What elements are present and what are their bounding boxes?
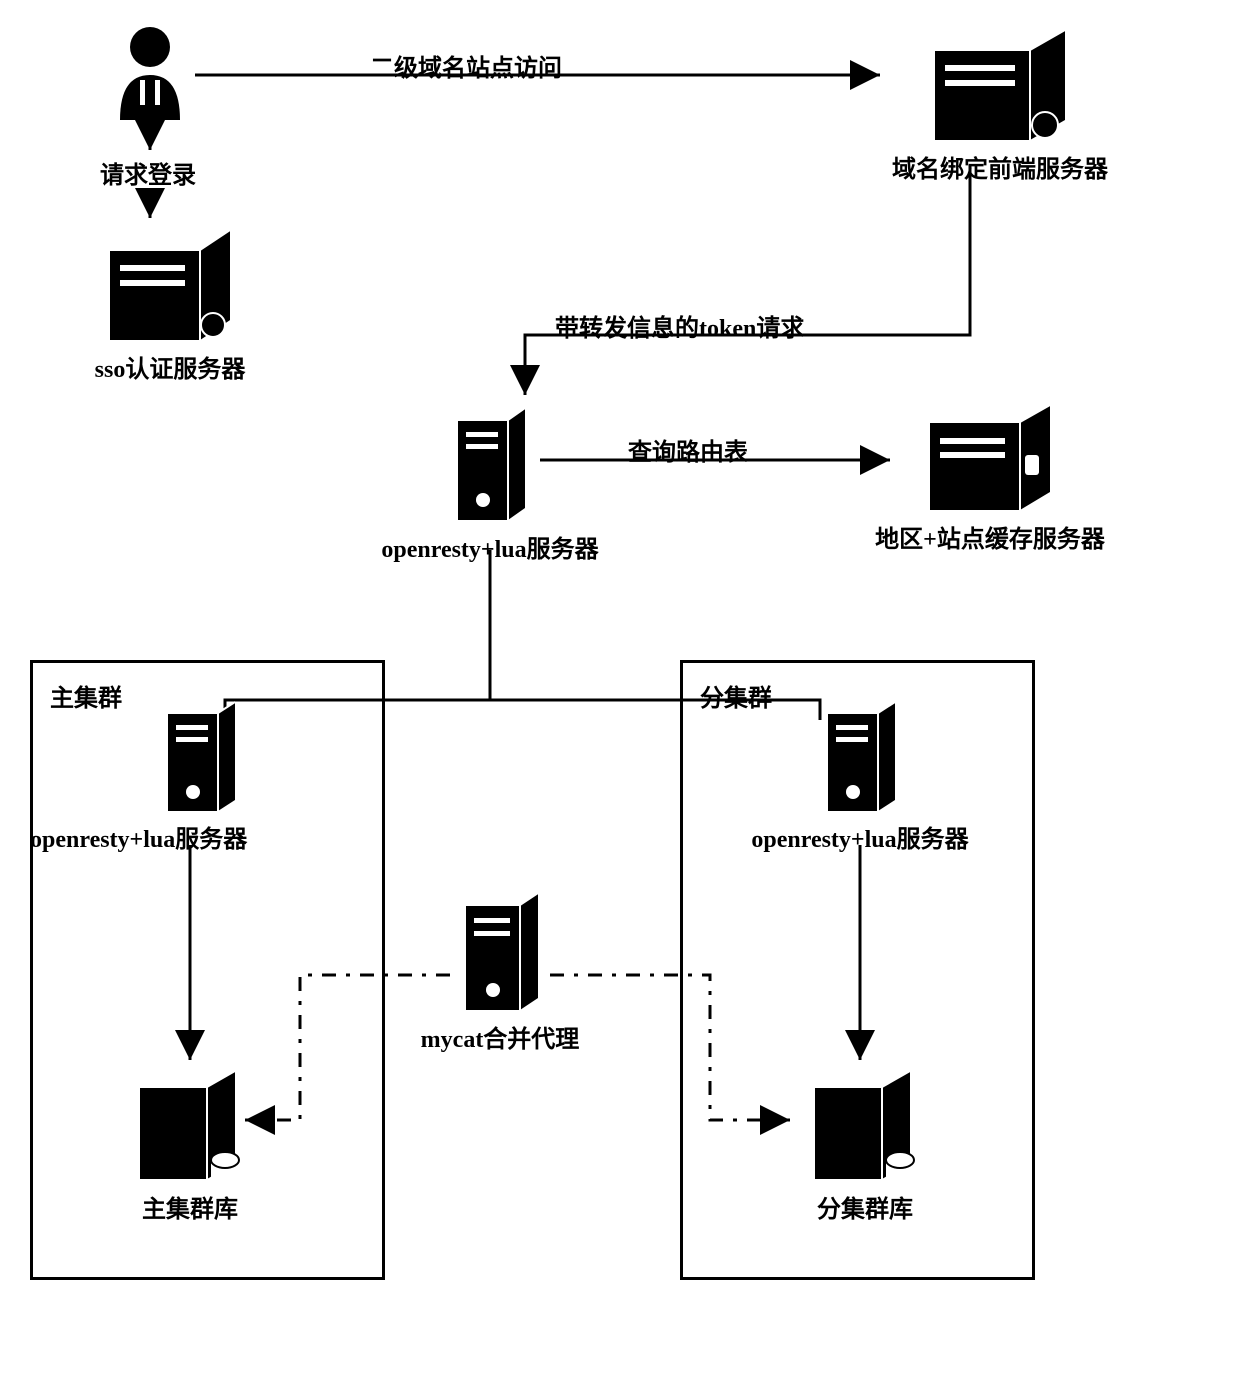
node-main-openresty: openresty+lua服务器 bbox=[40, 695, 360, 854]
diagram-canvas: 主集群 分集群 二级域名 bbox=[0, 0, 1240, 1384]
node-openresty-top-label: openresty+lua服务器 bbox=[330, 529, 650, 564]
tower-server-icon bbox=[820, 695, 900, 815]
edge-label-token: 带转发信息的token请求 bbox=[555, 308, 804, 343]
node-sso-label: sso认证服务器 bbox=[70, 349, 270, 384]
server-icon bbox=[105, 225, 235, 345]
node-sso: sso认证服务器 bbox=[70, 225, 270, 384]
node-main-db-label: 主集群库 bbox=[110, 1189, 270, 1224]
tower-server-icon bbox=[450, 400, 530, 525]
node-main-openresty-label: openresty+lua服务器 bbox=[30, 819, 360, 854]
server-icon bbox=[930, 25, 1070, 145]
server-icon bbox=[925, 400, 1055, 515]
node-main-db: 主集群库 bbox=[110, 1065, 270, 1224]
node-mycat-label: mycat合并代理 bbox=[400, 1019, 600, 1054]
node-sub-db: 分集群库 bbox=[785, 1065, 945, 1224]
node-cache-label: 地区+站点缓存服务器 bbox=[850, 519, 1130, 554]
user-icon bbox=[110, 25, 190, 120]
node-user bbox=[110, 25, 190, 120]
database-icon bbox=[810, 1065, 920, 1185]
tower-server-icon bbox=[458, 885, 543, 1015]
node-front: 域名绑定前端服务器 bbox=[870, 25, 1130, 184]
database-icon bbox=[135, 1065, 245, 1185]
node-sub-openresty: openresty+lua服务器 bbox=[700, 695, 1020, 854]
node-sub-openresty-label: openresty+lua服务器 bbox=[700, 819, 1020, 854]
edge-label-login: 请求登录 bbox=[100, 155, 196, 190]
node-sub-db-label: 分集群库 bbox=[785, 1189, 945, 1224]
node-mycat: mycat合并代理 bbox=[400, 885, 600, 1054]
node-front-label: 域名绑定前端服务器 bbox=[870, 149, 1130, 184]
node-cache: 地区+站点缓存服务器 bbox=[850, 400, 1130, 554]
edge-label-subdomain: 二级域名站点访问 bbox=[370, 48, 562, 83]
node-openresty-top: openresty+lua服务器 bbox=[330, 400, 650, 564]
tower-server-icon bbox=[160, 695, 240, 815]
